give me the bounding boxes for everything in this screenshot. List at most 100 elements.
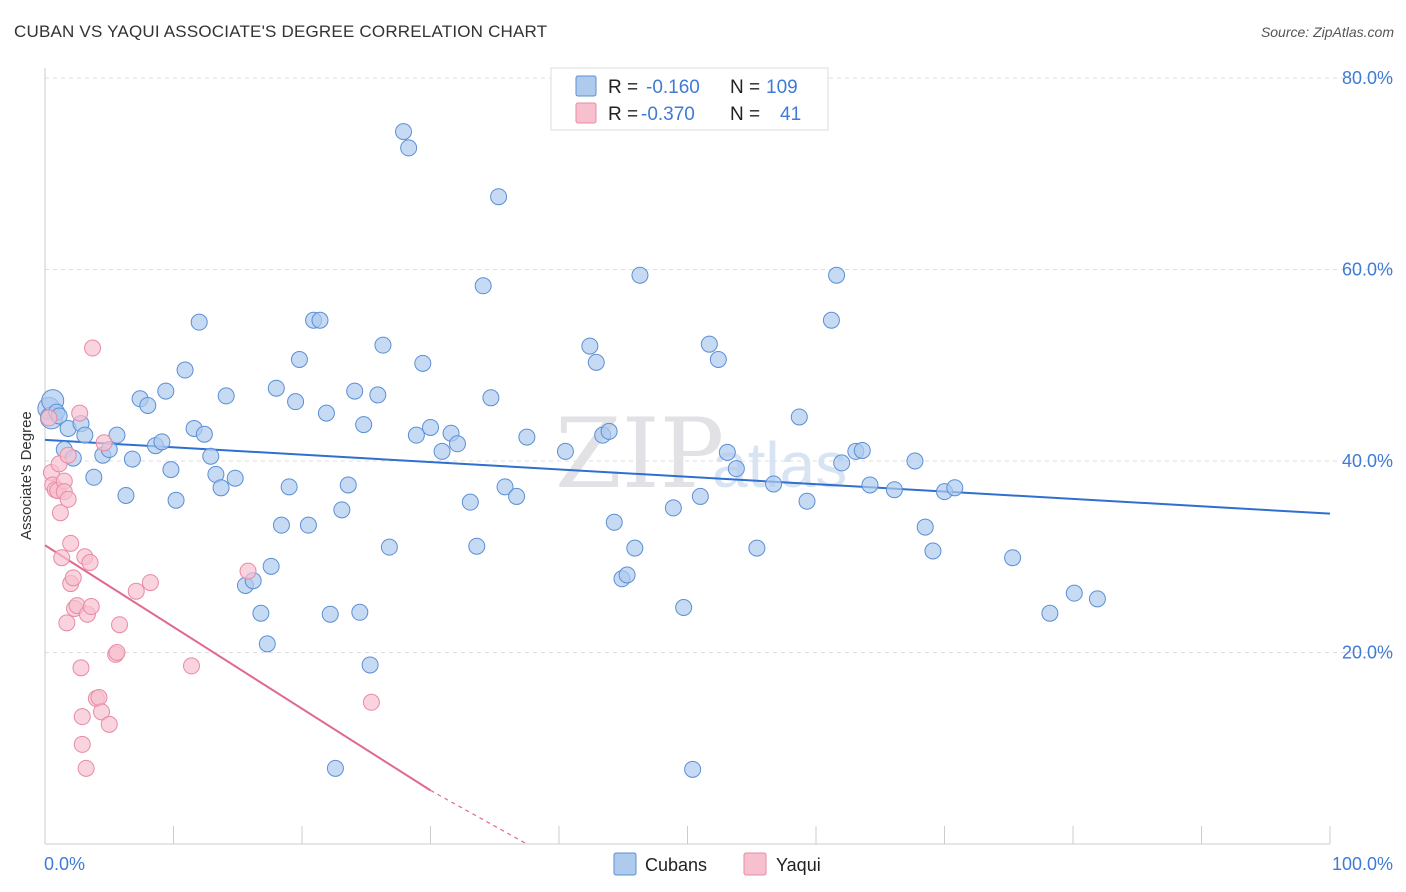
- point-cubans-73: [556, 442, 574, 460]
- point-cubans-50: [346, 382, 364, 400]
- legend-r-label-cubans: R =: [608, 77, 638, 98]
- point-cubans-19: [153, 433, 171, 451]
- point-cubans-61: [422, 418, 439, 436]
- point-cubans-54: [369, 386, 387, 404]
- point-cubans-86: [691, 487, 709, 505]
- point-cubans-22: [167, 491, 185, 509]
- point-cubans-46: [321, 605, 339, 623]
- point-yaqui-12: [59, 490, 77, 508]
- point-yaqui-15: [64, 569, 82, 587]
- point-yaqui-27: [84, 339, 102, 357]
- point-cubans-10: [85, 468, 103, 486]
- legend-r-value-yaqui: -0.370: [641, 104, 695, 125]
- point-yaqui-25: [81, 553, 99, 571]
- point-cubans-93: [790, 408, 808, 426]
- point-cubans-60: [414, 354, 432, 372]
- point-cubans-74: [581, 337, 599, 355]
- point-yaqui-13: [62, 534, 80, 552]
- point-cubans-55: [374, 336, 392, 354]
- bottom-legend-label-yaqui: Yaqui: [776, 855, 821, 875]
- y-tick-label-40: 40.0%: [1342, 451, 1393, 471]
- legend-n-label-cubans: N =: [730, 77, 760, 98]
- chart-title: CUBAN VS YAQUI ASSOCIATE'S DEGREE CORREL…: [14, 22, 548, 41]
- point-yaqui-38: [182, 657, 200, 675]
- point-cubans-53: [361, 656, 379, 674]
- point-cubans-59: [407, 426, 425, 444]
- point-yaqui-29: [90, 689, 108, 707]
- point-cubans-67: [474, 277, 492, 295]
- point-cubans-29: [212, 479, 230, 497]
- point-cubans-30: [217, 387, 235, 405]
- point-cubans-65: [461, 493, 479, 511]
- point-yaqui-11: [59, 446, 77, 464]
- tick-labels: 20.0% 40.0% 60.0% 80.0% 0.0% 100.0%: [44, 68, 1393, 874]
- point-cubans-21: [162, 461, 180, 479]
- point-cubans-81: [626, 539, 644, 557]
- point-cubans-20: [157, 382, 175, 400]
- point-cubans-108: [1041, 604, 1059, 622]
- point-yaqui-19: [72, 659, 90, 677]
- axes: [44, 68, 1331, 845]
- y-tick-label-20: 20.0%: [1342, 643, 1393, 663]
- point-cubans-78: [605, 513, 623, 531]
- point-yaqui-32: [100, 715, 118, 733]
- point-cubans-83: [664, 499, 682, 517]
- point-cubans-36: [262, 557, 280, 575]
- point-cubans-25: [190, 313, 208, 331]
- point-yaqui-39: [239, 562, 257, 580]
- point-cubans-110: [1088, 590, 1106, 608]
- point-cubans-72: [518, 428, 536, 446]
- point-cubans-91: [748, 539, 766, 557]
- point-yaqui-20: [73, 735, 91, 753]
- point-yaqui-18: [71, 404, 89, 422]
- point-cubans-103: [916, 518, 934, 536]
- point-yaqui-35: [108, 644, 126, 661]
- point-cubans-17: [139, 396, 157, 414]
- point-cubans-38: [272, 516, 290, 534]
- legend-swatch-yaqui: [575, 102, 597, 124]
- legend-swatch-cubans: [575, 75, 597, 97]
- point-cubans-13: [108, 426, 126, 444]
- trend-lines: [44, 438, 1331, 845]
- point-cubans-102: [906, 452, 924, 470]
- data-points: [37, 123, 1106, 778]
- point-cubans-95: [822, 311, 840, 329]
- point-cubans-87: [700, 335, 718, 353]
- point-yaqui-26: [82, 598, 100, 616]
- legend-n-label-yaqui: N =: [730, 104, 760, 125]
- point-cubans-23: [176, 361, 194, 379]
- bottom-legend-label-cubans: Cubans: [645, 855, 707, 875]
- point-cubans-45: [317, 404, 335, 422]
- point-cubans-71: [508, 487, 526, 505]
- legend-n-value-yaqui: 41: [780, 104, 801, 125]
- legend-frame: [550, 67, 829, 131]
- point-cubans-68: [482, 389, 500, 407]
- point-cubans-40: [287, 393, 305, 411]
- point-cubans-84: [675, 598, 693, 616]
- point-cubans-42: [299, 516, 317, 534]
- point-cubans-48: [333, 501, 351, 519]
- point-cubans-51: [351, 603, 369, 621]
- point-cubans-80: [618, 566, 636, 584]
- legend-box: R = -0.160 N = 109 R = -0.370 N = 41: [550, 67, 829, 131]
- y-tick-label-80: 80.0%: [1342, 68, 1393, 88]
- point-yaqui-30: [93, 703, 111, 721]
- point-cubans-92: [765, 475, 783, 493]
- point-cubans-49: [339, 476, 357, 494]
- point-cubans-69: [490, 188, 508, 206]
- bottom-legend-swatch-cubans: [613, 852, 637, 876]
- point-cubans-37: [267, 379, 285, 397]
- point-cubans-94: [798, 492, 816, 510]
- point-cubans-27: [202, 447, 220, 465]
- source-label: Source: ZipAtlas.com: [1260, 24, 1394, 40]
- point-cubans-31: [226, 469, 244, 487]
- point-cubans-14: [117, 486, 135, 504]
- point-cubans-41: [290, 351, 308, 369]
- point-yaqui-36: [127, 582, 145, 600]
- point-cubans-109: [1065, 584, 1083, 602]
- point-yaqui-40: [362, 693, 380, 711]
- point-cubans-64: [448, 435, 466, 453]
- point-cubans-34: [252, 604, 270, 622]
- trendline-yaqui: [44, 544, 432, 792]
